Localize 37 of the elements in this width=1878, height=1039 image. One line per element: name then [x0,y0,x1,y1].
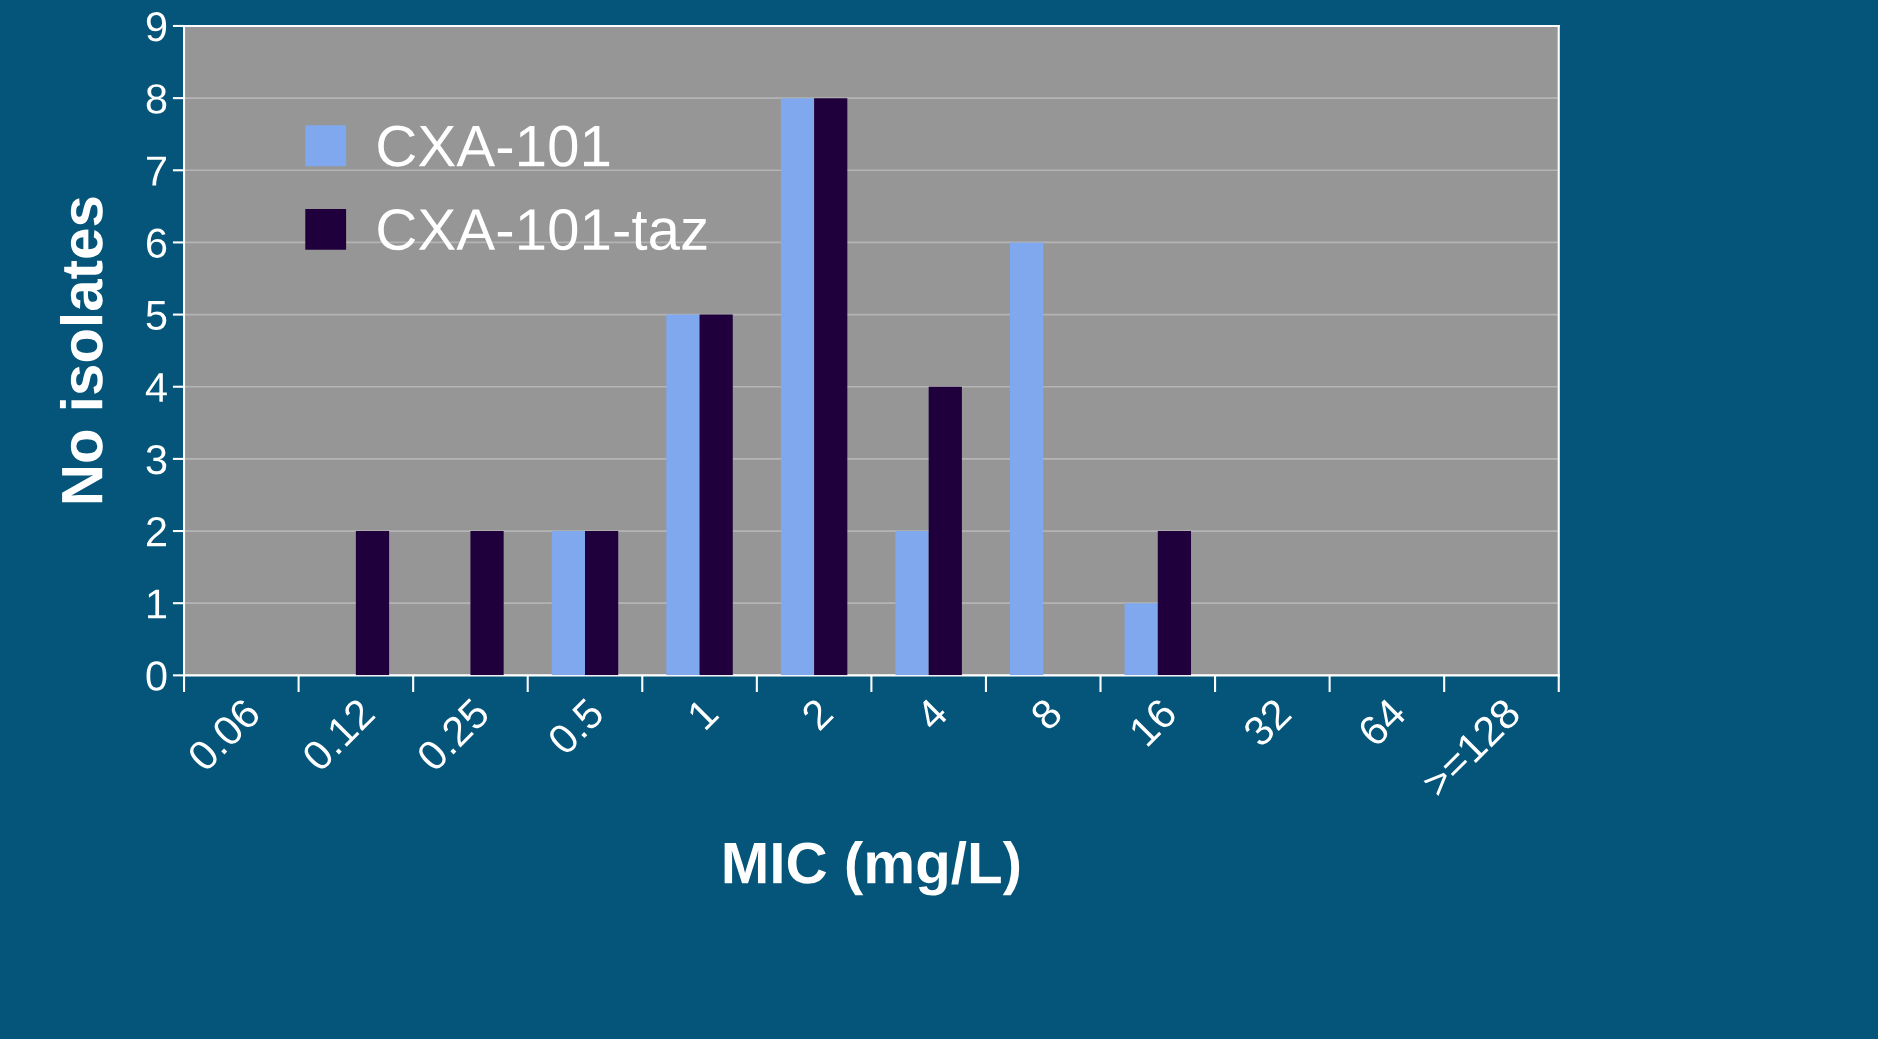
y-tick-label: 9 [146,11,167,42]
bar [895,531,929,676]
bar [814,98,848,676]
x-tick-label: 2 [799,697,834,732]
bar [1124,603,1158,676]
bar [1157,531,1192,676]
x-tick-label: 16 [1128,696,1179,747]
y-tick-label: 3 [146,444,167,475]
legend-label: CXA-101 [378,125,610,167]
y-tick-label: 6 [147,228,167,258]
x-tick-label: 0.12 [300,697,377,773]
bar [1010,242,1044,676]
x-tick-label: 8 [1028,696,1064,732]
x-tick-label: 32 [1241,697,1293,749]
y-tick-label: 8 [146,84,167,114]
y-tick-label: 4 [145,373,167,402]
bar [699,314,733,676]
x-axis-title: MIC (mg/L) [724,840,1020,896]
y-tick-label: 7 [147,156,166,186]
x-tick-label: 1 [686,697,720,731]
bar [470,531,504,676]
y-tick-label: 1 [148,589,167,619]
bar [585,531,619,676]
y-axis-title: No isolates [59,197,103,503]
legend-label: CXA-101-taz [378,209,707,251]
y-tick-label: 0 [146,661,167,691]
x-tick-label: 0.5 [545,696,606,757]
x-tick-label: 4 [914,696,950,732]
y-tick-label: 5 [146,301,167,331]
bar [551,531,585,676]
y-tick-label: 2 [147,517,166,547]
x-tick-label: 0.06 [185,696,262,773]
bar [355,531,390,676]
bar [780,98,815,676]
bar [928,386,962,676]
bar [666,314,700,676]
x-tick-label: 64 [1356,696,1408,748]
